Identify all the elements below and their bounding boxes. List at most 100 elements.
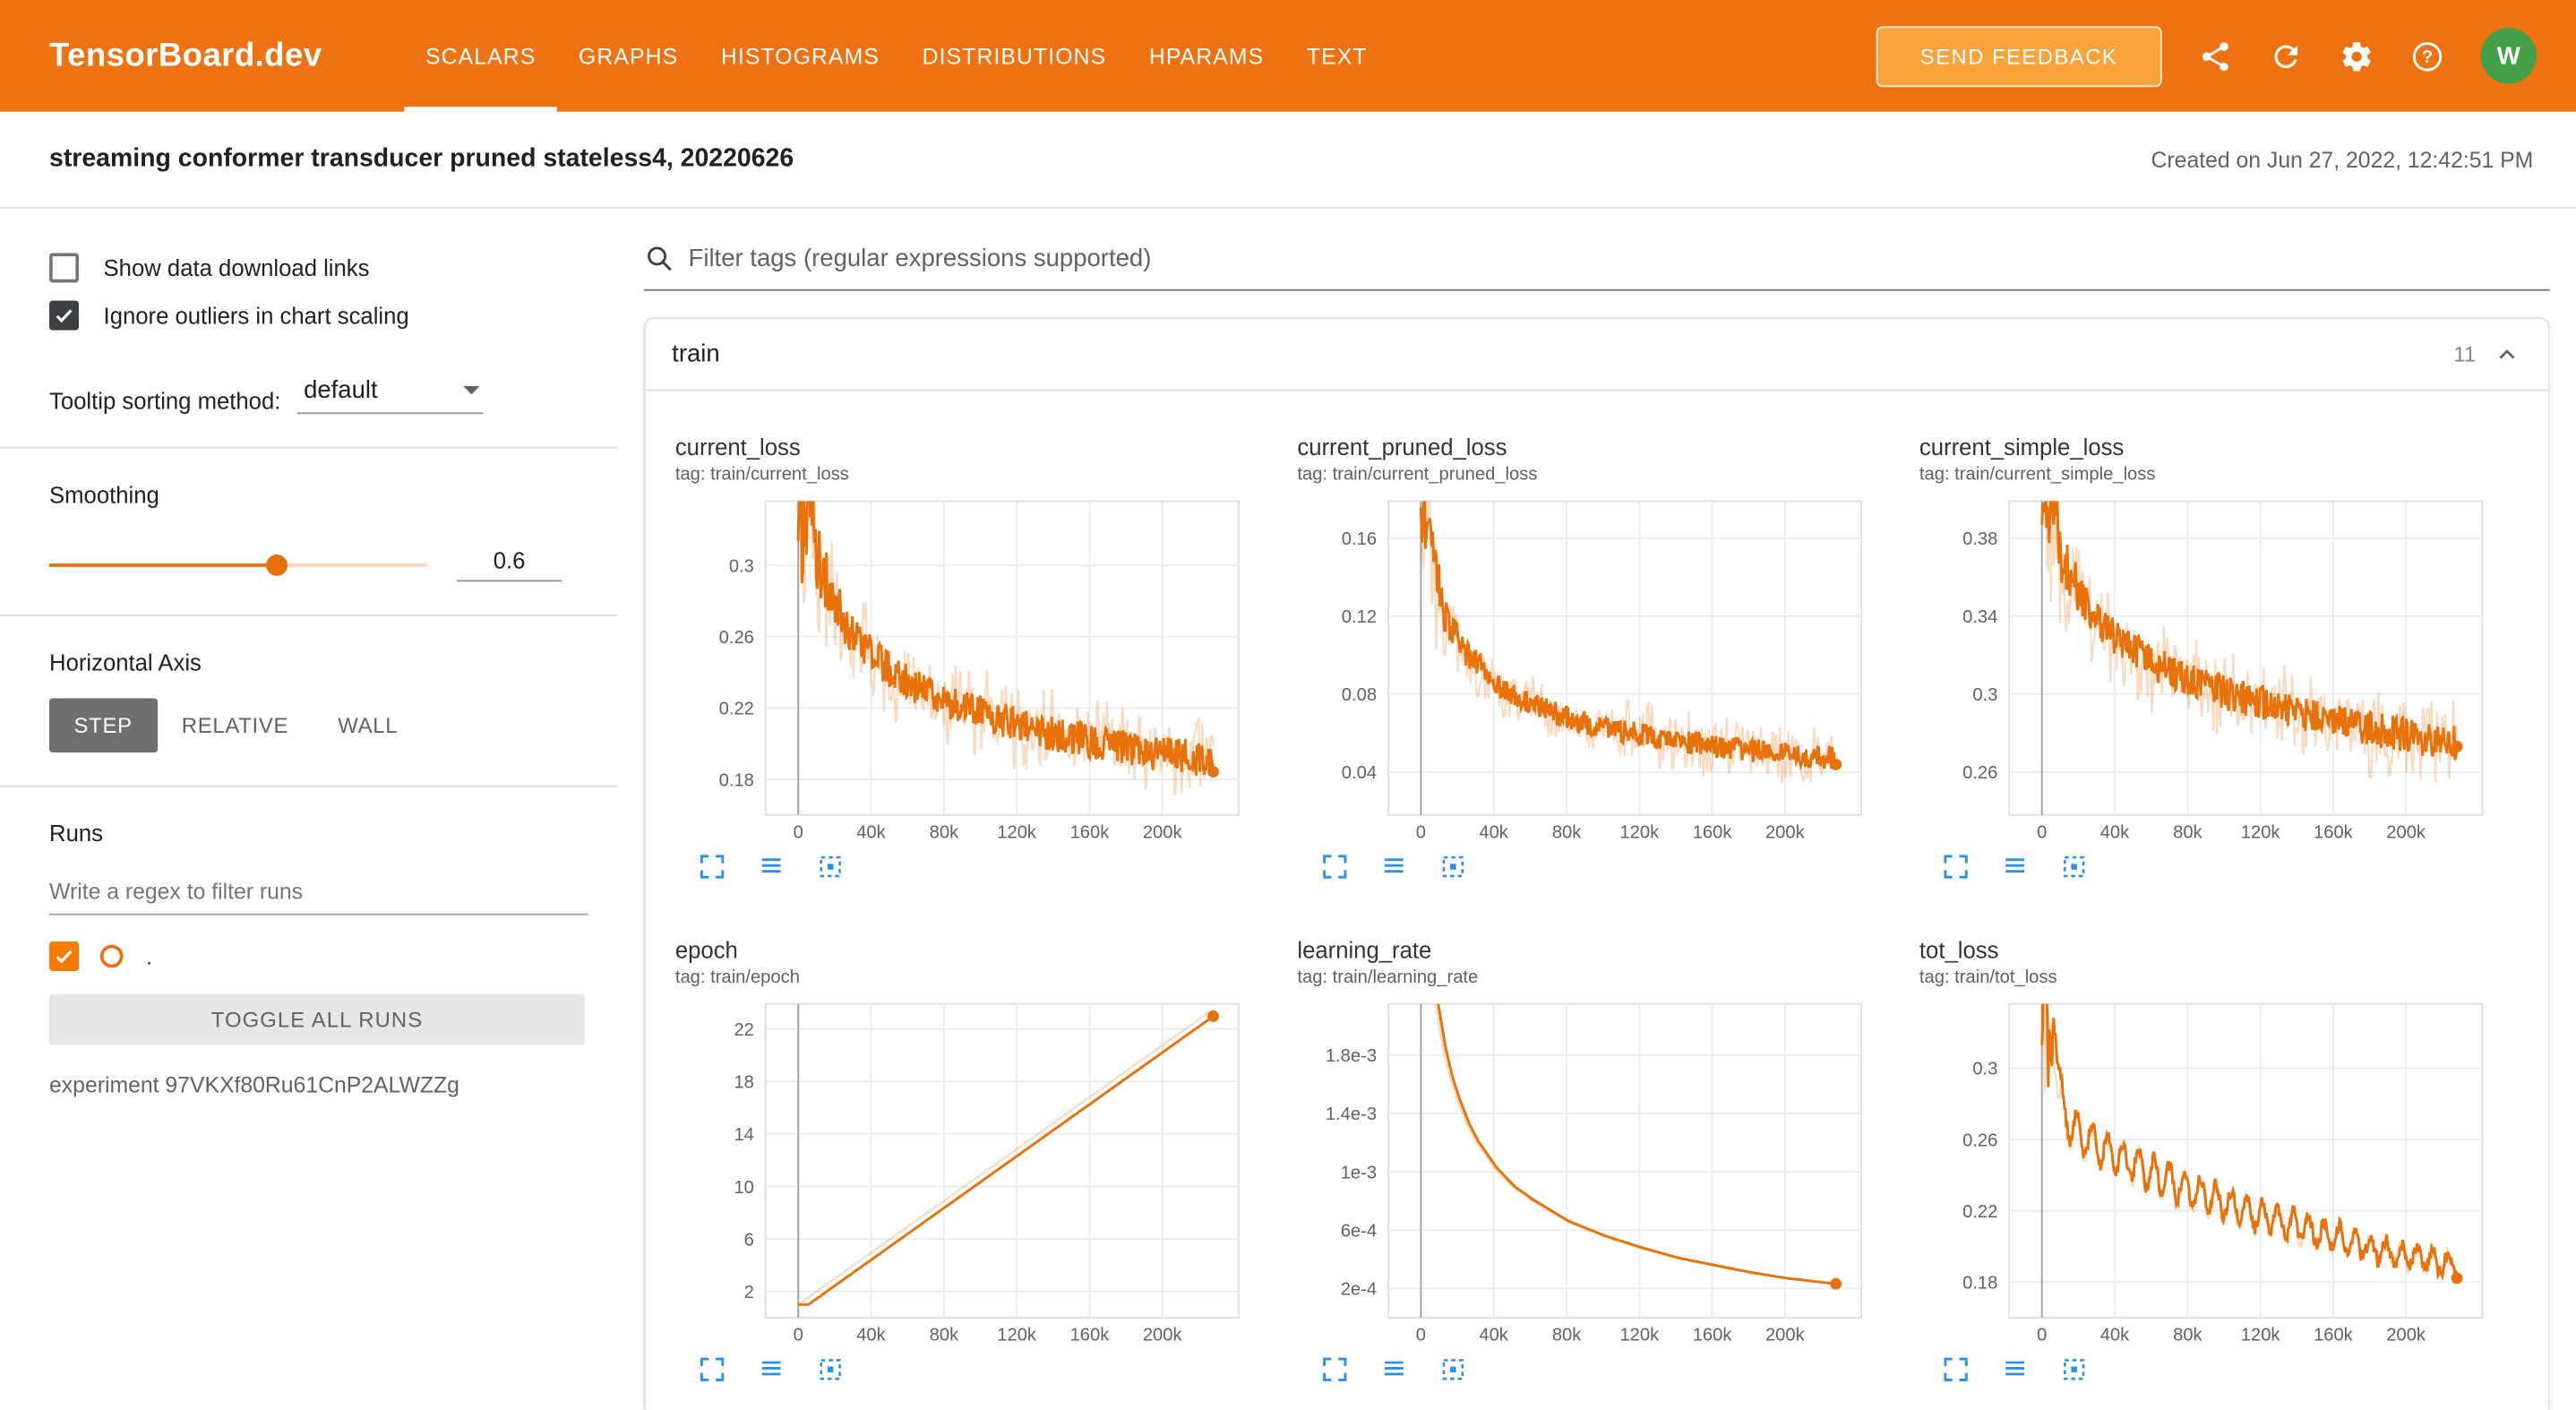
svg-text:22: 22	[734, 1020, 753, 1040]
svg-text:0.18: 0.18	[719, 770, 754, 790]
send-feedback-button[interactable]: SEND FEEDBACK	[1876, 25, 2162, 87]
scalar-line-chart[interactable]: 0.18 0.22 0.26 0.3 0 40k 80k 120k 160k 200k	[675, 494, 1250, 847]
run-checkbox[interactable]	[49, 941, 80, 972]
smoothing-slider[interactable]	[49, 554, 427, 575]
tab-text[interactable]: TEXT	[1306, 43, 1368, 69]
stacked-lines-icon[interactable]	[758, 853, 786, 881]
svg-text:160k: 160k	[1070, 822, 1111, 842]
chart-card: epoch tag: train/epoch 2 6 10 14 18 22 0 40k 80k 12…	[675, 936, 1275, 1383]
runs-filter-input[interactable]	[49, 869, 588, 916]
app-logo[interactable]: TensorBoard.dev	[49, 37, 322, 73]
chart-tag: tag: train/current_pruned_loss	[1297, 465, 1538, 486]
chart-title: tot_loss	[1919, 936, 1999, 963]
svg-text:0.18: 0.18	[1963, 1274, 1998, 1294]
expand-chart-icon[interactable]	[1943, 853, 1971, 881]
stacked-lines-icon[interactable]	[1379, 1355, 1407, 1383]
smoothing-value[interactable]: 0.6	[456, 547, 562, 582]
fit-domain-icon[interactable]	[817, 1355, 845, 1383]
fit-domain-icon[interactable]	[1438, 853, 1466, 881]
tab-hparams[interactable]: HPARAMS	[1148, 43, 1265, 69]
stacked-lines-icon[interactable]	[2002, 1355, 2030, 1383]
svg-text:120k: 120k	[2241, 1326, 2281, 1346]
chart-card: learning_rate tag: train/learning_rate 2e-…	[1297, 936, 1896, 1383]
scalar-line-chart[interactable]: 0.04 0.08 0.12 0.16 0 40k 80k 120k 160k 200k	[1297, 494, 1872, 847]
scalar-line-chart[interactable]: 0.26 0.3 0.34 0.38 0 40k 80k 120k 160k 200k	[1919, 494, 2494, 847]
axis-step-button[interactable]: STEP	[49, 698, 158, 753]
collapse-chevron-up-icon[interactable]	[2492, 340, 2521, 369]
svg-text:18: 18	[734, 1073, 753, 1093]
refresh-icon[interactable]	[2269, 39, 2304, 73]
expand-chart-icon[interactable]	[699, 1355, 726, 1383]
svg-text:0.3: 0.3	[729, 556, 754, 576]
tooltip-sorting-value: default	[304, 376, 378, 405]
svg-text:160k: 160k	[1692, 822, 1732, 842]
svg-text:2: 2	[744, 1283, 754, 1303]
chart-card: current_loss tag: train/current_loss 0.18 0…	[675, 434, 1275, 881]
group-header[interactable]: train 11	[645, 319, 2548, 391]
expand-chart-icon[interactable]	[699, 853, 726, 881]
scalar-line-chart[interactable]: 0.18 0.22 0.26 0.3 0 40k 80k 120k 160k 200k	[1919, 997, 2494, 1349]
tab-histograms[interactable]: HISTOGRAMS	[720, 43, 880, 69]
svg-text:2e-4: 2e-4	[1340, 1280, 1376, 1300]
chart-toolbar	[699, 1355, 1275, 1383]
svg-text:80k: 80k	[1551, 1326, 1581, 1346]
fit-domain-icon[interactable]	[2061, 853, 2089, 881]
run-name: .	[146, 943, 152, 969]
checkmark-icon	[56, 309, 73, 323]
horizontal-axis-buttons: STEP RELATIVE WALL	[49, 698, 591, 753]
axis-wall-button[interactable]: WALL	[313, 699, 423, 753]
share-icon[interactable]	[2198, 39, 2233, 73]
ignore-outliers-checkbox[interactable]	[49, 300, 80, 331]
chart-toolbar	[1320, 853, 1896, 881]
chart-tag: tag: train/tot_loss	[1919, 967, 2057, 988]
fit-domain-icon[interactable]	[1438, 1355, 1466, 1383]
svg-text:80k: 80k	[930, 1326, 959, 1346]
experiment-titlebar: streaming conformer transducer pruned st…	[0, 111, 2576, 209]
charts-grid: current_loss tag: train/current_loss 0.18 0…	[646, 391, 2548, 1410]
show-download-checkbox[interactable]	[49, 253, 80, 283]
svg-text:40k: 40k	[856, 822, 886, 842]
app-header: TensorBoard.dev SCALARS GRAPHS HISTOGRAM…	[0, 0, 2576, 112]
scalar-line-chart[interactable]: 2e-4 6e-4 1e-3 1.4e-3 1.8e-3 0 40k 80k 120k 160k 2…	[1297, 997, 1872, 1349]
svg-text:80k: 80k	[1551, 822, 1581, 842]
fit-domain-icon[interactable]	[2061, 1355, 2089, 1383]
scalar-line-chart[interactable]: 2 6 10 14 18 22 0 40k 80k 120k 160k 200k	[675, 997, 1250, 1349]
svg-text:0: 0	[794, 822, 803, 842]
chart-toolbar	[699, 853, 1275, 881]
svg-text:0.12: 0.12	[1341, 607, 1376, 627]
expand-chart-icon[interactable]	[1943, 1355, 1971, 1383]
svg-text:0.16: 0.16	[1341, 529, 1376, 549]
group-count: 11	[2453, 341, 2477, 367]
fit-domain-icon[interactable]	[817, 853, 845, 881]
toggle-all-runs-button[interactable]: TOGGLE ALL RUNS	[49, 993, 585, 1045]
chart-toolbar	[1943, 853, 2519, 881]
svg-text:40k: 40k	[2100, 1326, 2130, 1346]
svg-text:80k: 80k	[2174, 822, 2203, 842]
smoothing-slider-thumb[interactable]	[266, 554, 288, 575]
stacked-lines-icon[interactable]	[2002, 853, 2030, 881]
sidebar-divider	[0, 446, 618, 449]
tooltip-sorting-select[interactable]: default	[296, 376, 483, 415]
svg-text:80k: 80k	[930, 822, 959, 842]
axis-relative-button[interactable]: RELATIVE	[157, 699, 313, 753]
stacked-lines-icon[interactable]	[758, 1355, 786, 1383]
main-content: train 11 current_loss tag: train/current_…	[617, 210, 2576, 1410]
tab-scalars[interactable]: SCALARS	[404, 0, 558, 112]
tag-filter-input[interactable]	[688, 245, 2550, 273]
help-icon[interactable]: ?	[2410, 39, 2445, 73]
svg-text:0.26: 0.26	[1963, 763, 1998, 783]
svg-text:0.26: 0.26	[719, 628, 754, 648]
run-color-swatch[interactable]	[99, 944, 124, 968]
svg-text:160k: 160k	[2314, 822, 2355, 842]
avatar[interactable]: W	[2480, 28, 2537, 84]
tab-graphs[interactable]: GRAPHS	[579, 43, 679, 69]
svg-text:160k: 160k	[1070, 1326, 1111, 1346]
expand-chart-icon[interactable]	[1320, 1355, 1348, 1383]
tab-distributions[interactable]: DISTRIBUTIONS	[922, 43, 1107, 69]
stacked-lines-icon[interactable]	[1379, 853, 1407, 881]
smoothing-slider-fill	[49, 563, 277, 566]
expand-chart-icon[interactable]	[1320, 853, 1348, 881]
settings-gear-icon[interactable]	[2340, 39, 2374, 73]
svg-text:200k: 200k	[1143, 1326, 1183, 1346]
